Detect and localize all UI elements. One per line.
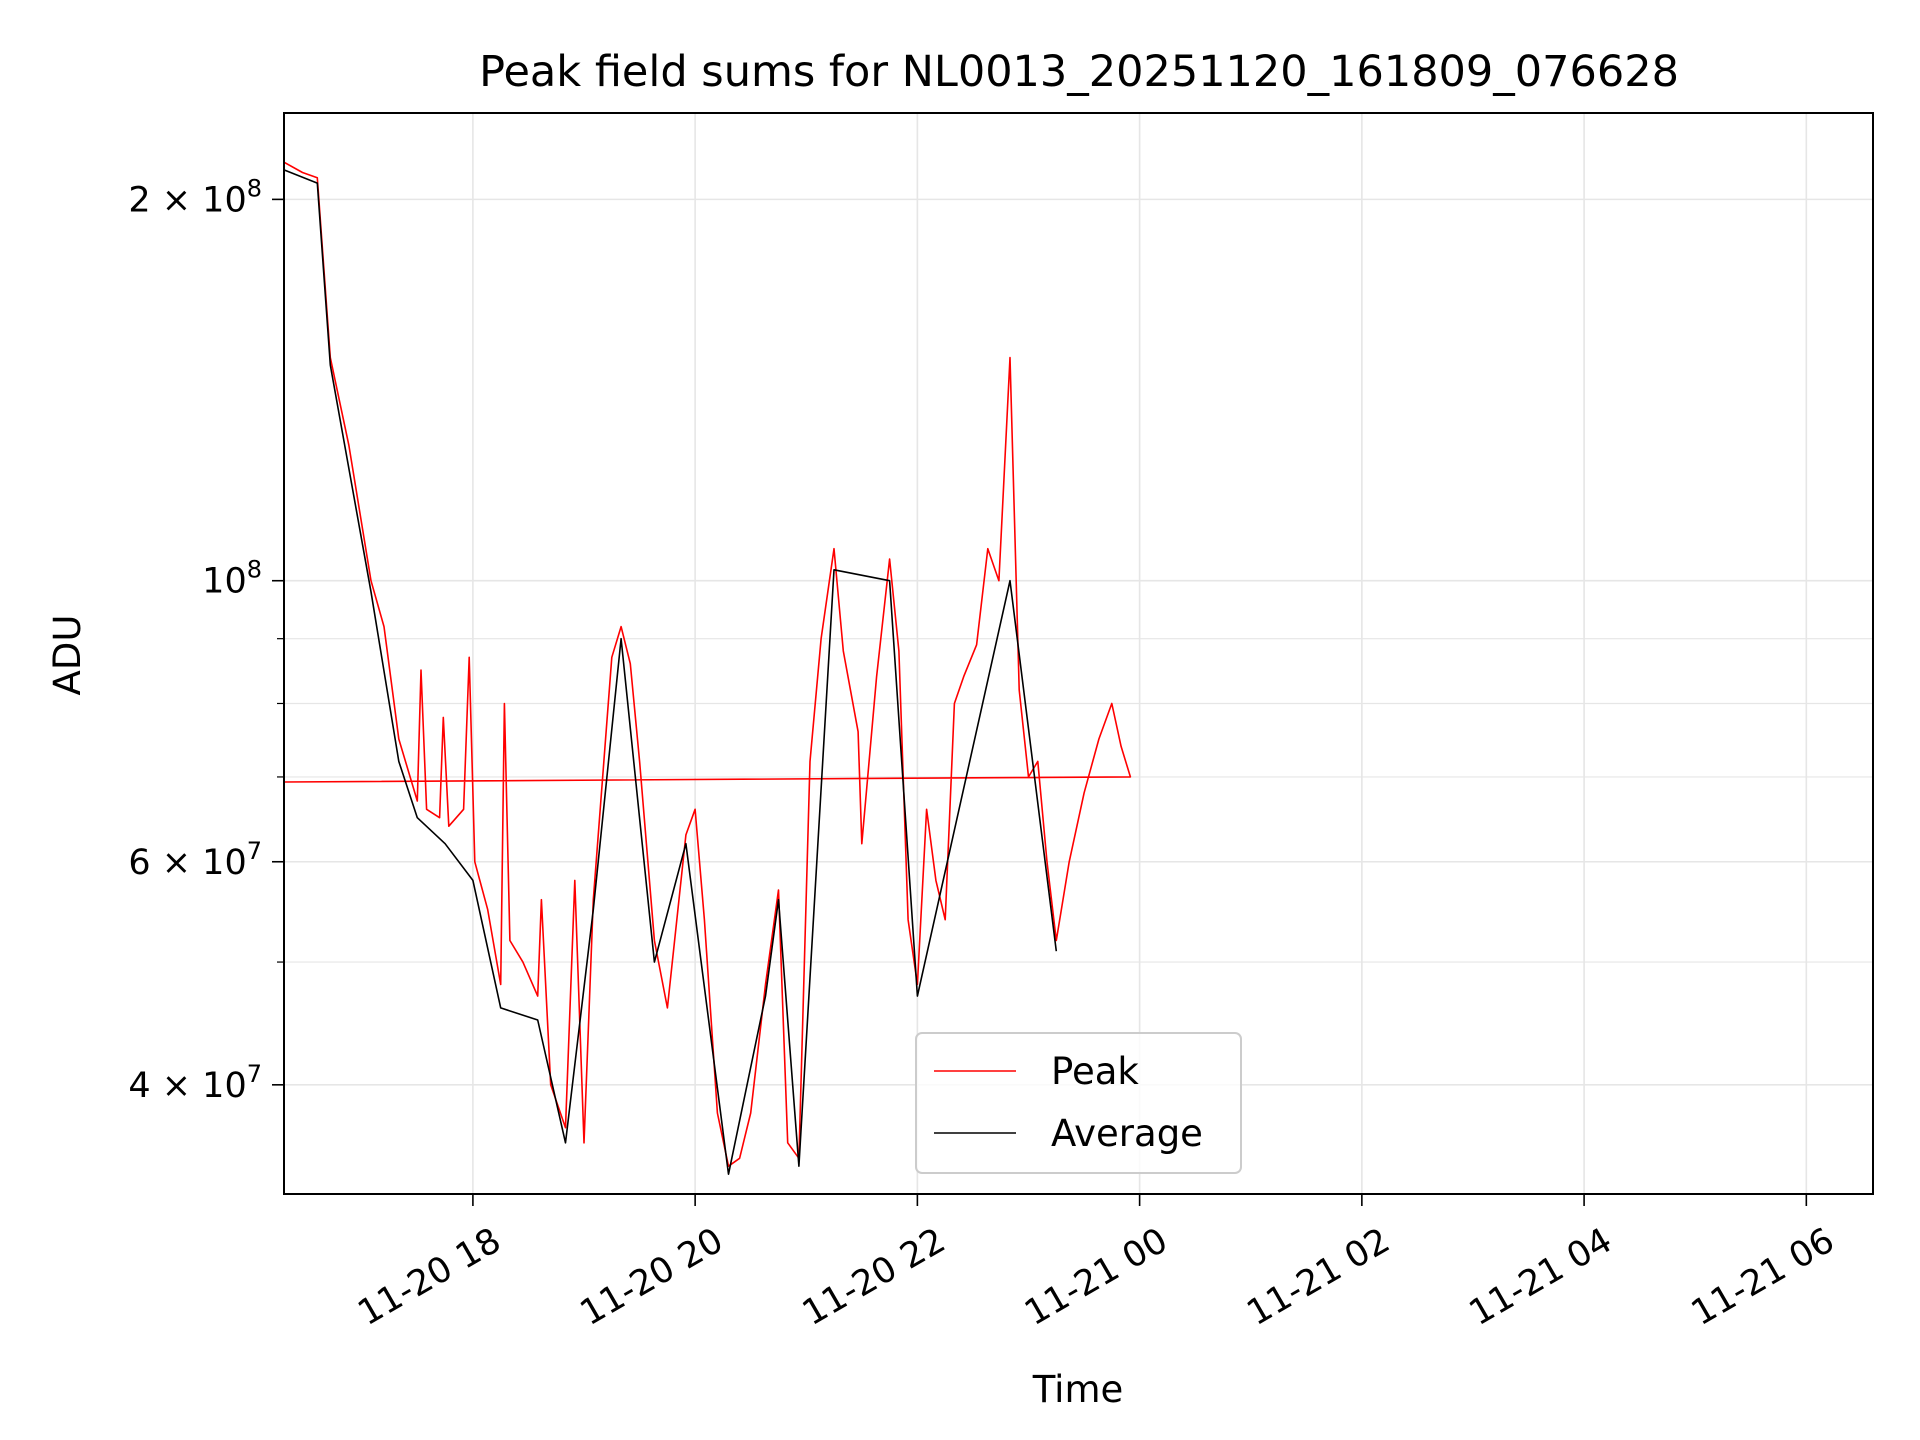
series-line-peak	[284, 161, 1132, 1167]
legend-label-average: Average	[1051, 1112, 1203, 1155]
plot-frame	[283, 112, 1874, 1195]
x-axis-label: Time	[1032, 1368, 1124, 1411]
series-layer	[284, 161, 1132, 1175]
plot-background	[284, 113, 1873, 1194]
legend-label-peak: Peak	[1051, 1050, 1139, 1093]
legend-box	[915, 1032, 1242, 1174]
legend: Peak Average	[915, 1032, 1242, 1174]
grid	[284, 113, 1873, 1194]
series-line-average	[284, 169, 1058, 1175]
y-tick-label: 2 × 108	[128, 174, 262, 220]
y-axis-label: ADU	[46, 615, 89, 696]
plot-area: 11-20 18 11-20 20 11-20 22 11-21 00 11-21 02…	[128, 112, 1874, 1334]
y-tick-label: 6 × 107	[128, 837, 262, 883]
y-tick-label: 108	[202, 556, 262, 602]
y-tick-label: 4 × 107	[128, 1060, 262, 1106]
chart-title: Peak field sums for NL0013_20251120_1618…	[479, 47, 1679, 97]
